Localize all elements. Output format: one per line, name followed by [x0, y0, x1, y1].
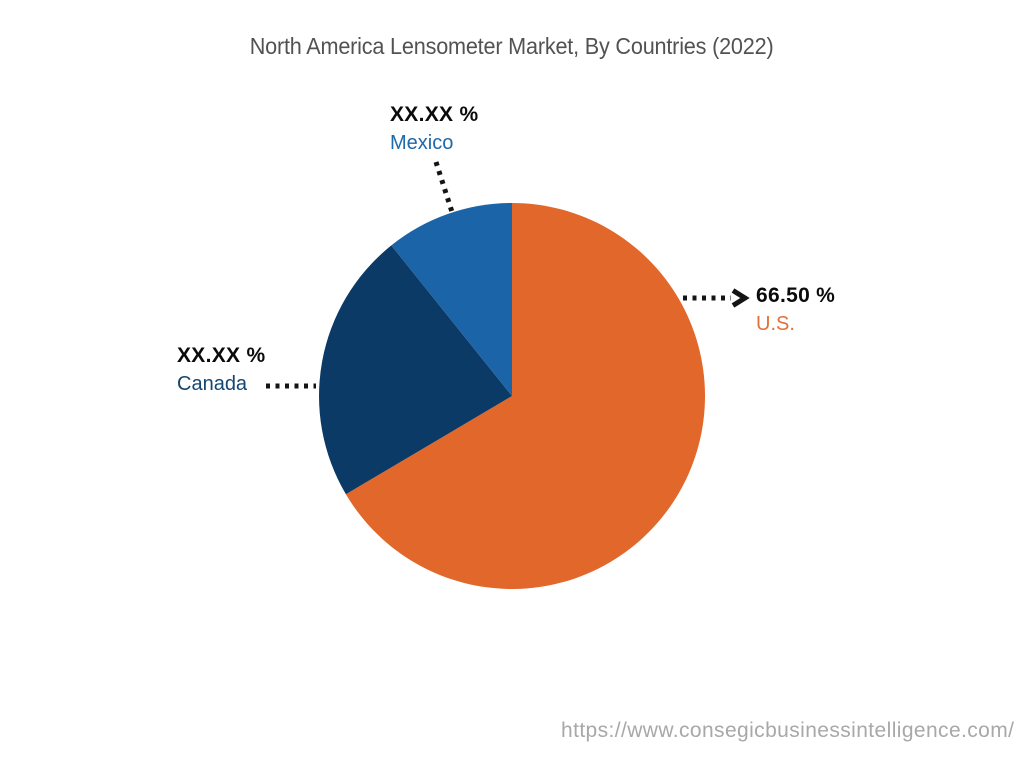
mexico-value-label: XX.XX %	[390, 103, 479, 126]
chart-title-text: North America Lensometer Market, By Coun…	[250, 33, 774, 59]
slice-label-canada: XX.XX % Canada	[177, 345, 265, 394]
pie-slice-canada	[319, 245, 512, 495]
chart-title: North America Lensometer Market, By Coun…	[0, 33, 1024, 60]
slice-label-mexico: XX.XX % Mexico	[390, 104, 478, 153]
arrowhead-icon	[731, 288, 750, 308]
pie-slice-us	[345, 203, 706, 589]
watermark-url: https://www.consegicbusinessintelligence…	[561, 719, 1015, 742]
slice-label-us: 66.50 % U.S.	[756, 285, 835, 334]
canada-country-label: Canada	[177, 373, 248, 395]
mexico-country-label: Mexico	[390, 132, 454, 154]
us-value-label: 66.50 %	[756, 284, 836, 307]
us-country-label: U.S.	[756, 313, 795, 335]
canada-value-label: XX.XX %	[177, 344, 266, 367]
leader-line-mexico	[433, 161, 455, 213]
pie-slice-mexico	[391, 203, 512, 396]
